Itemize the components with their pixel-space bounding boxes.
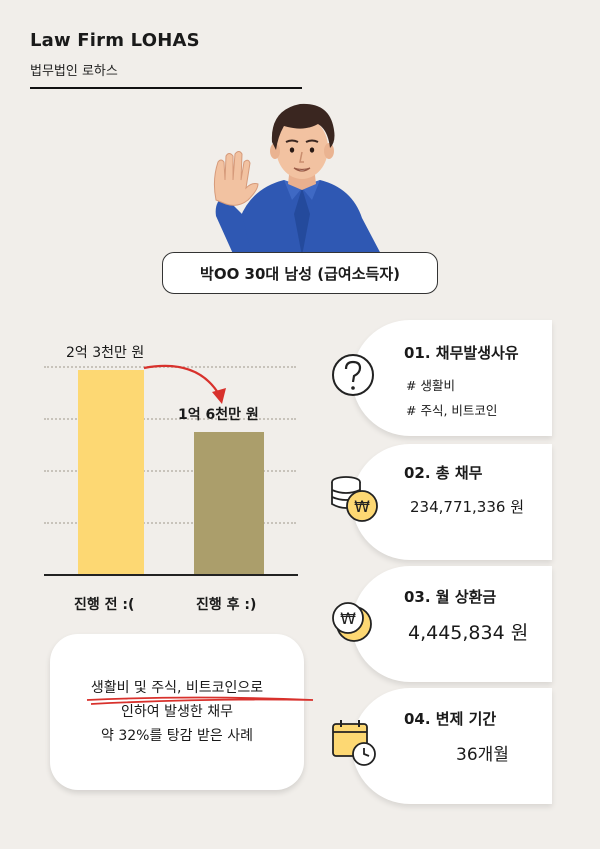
summary-note-card: 생활비 및 주식, 비트코인으로 인하여 발생한 채무 약 32%를 탕감 받은… [50,634,313,790]
grid-line [44,522,296,524]
waving-man-illustration [213,103,382,256]
card-2-value: 234,771,336 원 [410,498,524,516]
svg-text:₩: ₩ [340,609,356,628]
card-repayment-period: 04. 변제 기간 36개월 [332,688,552,804]
note-line-3: 약 32%를 탕감 받은 사례 [101,728,253,744]
bar-after [194,431,264,574]
card-3-value: 4,445,834 원 [408,622,529,644]
grid-line [44,418,296,420]
card-1-tag-1: # 생활비 [406,378,455,393]
coins-won-icon: ₩ [331,476,378,522]
brand-header: Law Firm LOHAS 법무법인 로하스 [30,30,302,89]
client-label: 박OO 30대 남성 (급여소득자) [200,264,400,283]
brand-title: Law Firm LOHAS [30,30,200,51]
card-2-title: 02. 총 채무 [404,464,483,482]
decrease-arrow [143,364,226,404]
brand-subtitle: 법무법인 로하스 [30,64,118,79]
chart-baseline [44,574,298,576]
category-label-before: 진행 전 :( [74,597,135,613]
brand-underline [30,87,302,89]
note-line-1: 생활비 및 주식, 비트코인으로 [86,676,313,705]
card-4-value: 36개월 [456,745,509,765]
client-name-pill: 박OO 30대 남성 (급여소득자) [162,252,438,294]
bar-before [78,369,144,574]
svg-text:₩: ₩ [354,497,370,516]
won-coin-icon: ₩ [332,602,372,642]
card-1-tag-2: # 주식, 비트코인 [406,403,498,418]
card-monthly-payment: ₩ 03. 월 상환금 4,445,834 원 [332,566,552,682]
card-3-title: 03. 월 상환금 [404,588,497,606]
card-4-title: 04. 변제 기간 [404,710,497,728]
card-1-title: 01. 채무발생사유 [404,344,519,362]
question-icon [332,354,374,396]
card-total-debt: ₩ 02. 총 채무 234,771,336 원 [331,444,552,560]
note-line-2: 인하여 발생한 채무 [121,704,233,720]
card-debt-reason: 01. 채무발생사유 # 생활비 # 주식, 비트코인 [332,320,552,436]
category-label-after: 진행 후 :) [196,597,257,613]
debt-reduction-chart: 2억 3천만 원 1억 6천만 원 진행 전 :( 진행 후 :) [30,320,320,620]
grid-line [44,470,296,472]
red-underline-stroke [86,696,313,705]
value-label-after: 1억 6천만 원 [178,406,259,423]
value-label-before: 2억 3천만 원 [66,344,145,361]
calendar-clock-icon [332,720,376,766]
